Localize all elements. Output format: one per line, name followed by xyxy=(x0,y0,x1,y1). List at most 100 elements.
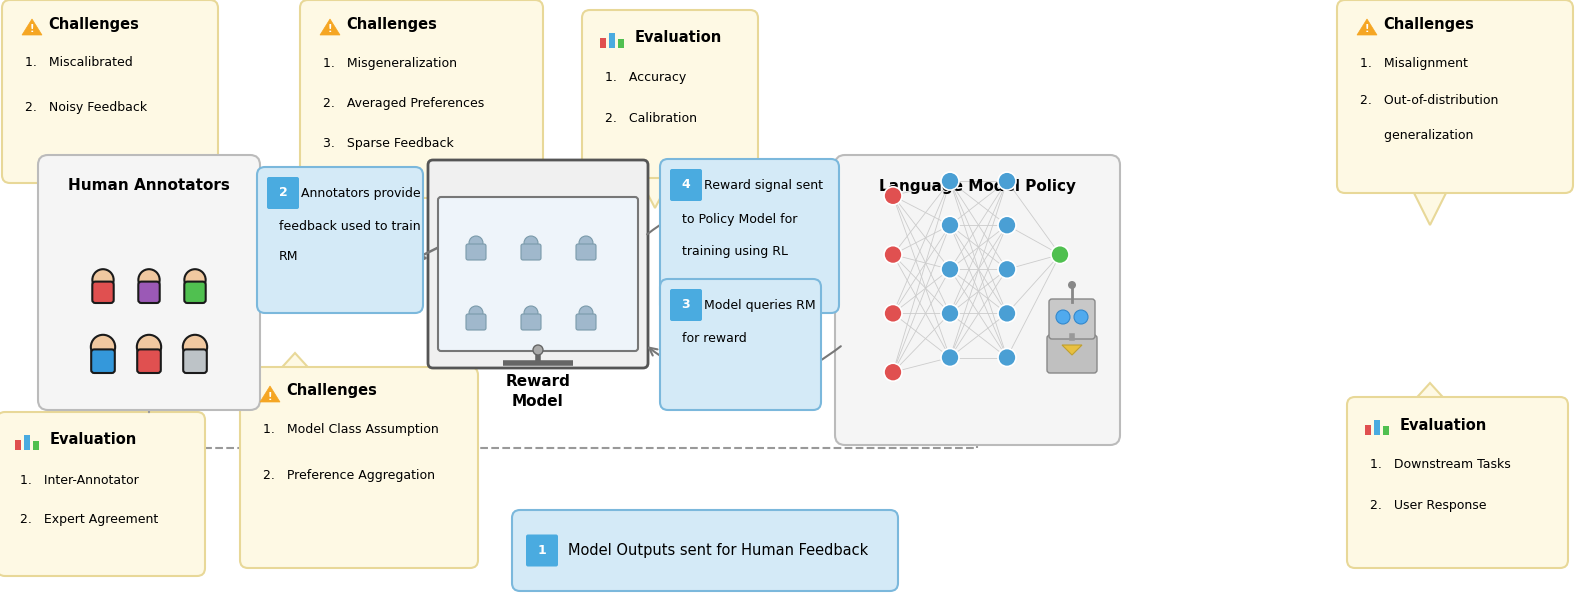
Text: 1.   Misalignment: 1. Misalignment xyxy=(1360,56,1468,69)
FancyBboxPatch shape xyxy=(38,155,260,410)
Circle shape xyxy=(940,260,959,278)
Bar xyxy=(24,435,30,450)
Circle shape xyxy=(997,349,1016,367)
Text: for reward: for reward xyxy=(682,332,746,346)
Polygon shape xyxy=(1411,383,1450,405)
Text: 3: 3 xyxy=(682,298,690,312)
Text: 1.   Accuracy: 1. Accuracy xyxy=(604,72,686,84)
FancyBboxPatch shape xyxy=(240,367,478,568)
Text: 2.   User Response: 2. User Response xyxy=(1370,499,1486,511)
FancyBboxPatch shape xyxy=(671,169,702,201)
Circle shape xyxy=(469,306,483,320)
Text: Challenges: Challenges xyxy=(346,17,437,32)
Polygon shape xyxy=(1411,185,1450,225)
Text: 3.   Sparse Feedback: 3. Sparse Feedback xyxy=(323,136,454,150)
Circle shape xyxy=(1068,281,1076,289)
Text: 1.   Downstream Tasks: 1. Downstream Tasks xyxy=(1370,459,1510,471)
FancyBboxPatch shape xyxy=(92,282,114,303)
Text: 2.   Averaged Preferences: 2. Averaged Preferences xyxy=(323,96,484,109)
Circle shape xyxy=(884,187,903,205)
FancyBboxPatch shape xyxy=(521,244,541,260)
Text: 2.   Preference Aggregation: 2. Preference Aggregation xyxy=(264,468,436,481)
FancyBboxPatch shape xyxy=(2,0,218,183)
Text: 1: 1 xyxy=(538,544,546,557)
Polygon shape xyxy=(275,353,316,375)
Bar xyxy=(16,440,21,450)
FancyBboxPatch shape xyxy=(183,349,207,373)
Polygon shape xyxy=(260,386,279,402)
Circle shape xyxy=(185,269,205,291)
FancyBboxPatch shape xyxy=(0,412,205,576)
Text: !: ! xyxy=(268,392,273,401)
Text: 2.   Noisy Feedback: 2. Noisy Feedback xyxy=(25,102,147,114)
Text: Human Annotators: Human Annotators xyxy=(68,178,230,193)
Text: 2.   Expert Agreement: 2. Expert Agreement xyxy=(21,514,158,526)
Circle shape xyxy=(940,172,959,190)
Text: 2.   Calibration: 2. Calibration xyxy=(604,111,697,124)
Text: Annotators provide: Annotators provide xyxy=(301,187,421,200)
FancyBboxPatch shape xyxy=(660,159,839,313)
FancyBboxPatch shape xyxy=(1046,335,1097,373)
Text: 4: 4 xyxy=(682,178,690,191)
Bar xyxy=(33,441,39,450)
FancyBboxPatch shape xyxy=(582,10,757,178)
Text: feedback used to train: feedback used to train xyxy=(279,221,421,233)
Text: 2.   Out-of-distribution: 2. Out-of-distribution xyxy=(1360,94,1499,108)
Polygon shape xyxy=(320,19,339,35)
Circle shape xyxy=(997,260,1016,278)
Circle shape xyxy=(940,216,959,234)
Text: generalization: generalization xyxy=(1360,130,1474,142)
Circle shape xyxy=(139,269,159,291)
FancyBboxPatch shape xyxy=(511,510,898,591)
Circle shape xyxy=(1051,246,1068,264)
Text: to Policy Model for: to Policy Model for xyxy=(682,212,797,225)
Circle shape xyxy=(579,236,593,250)
FancyBboxPatch shape xyxy=(1337,0,1573,193)
Bar xyxy=(1382,426,1389,435)
Polygon shape xyxy=(634,170,675,208)
FancyBboxPatch shape xyxy=(1049,299,1095,339)
Text: Reward: Reward xyxy=(505,374,570,389)
Polygon shape xyxy=(376,190,415,230)
Circle shape xyxy=(997,304,1016,322)
FancyBboxPatch shape xyxy=(267,177,298,209)
FancyBboxPatch shape xyxy=(428,160,649,368)
Circle shape xyxy=(533,345,543,355)
FancyBboxPatch shape xyxy=(835,155,1120,445)
Circle shape xyxy=(183,335,207,359)
Text: training using RL: training using RL xyxy=(682,246,787,258)
Text: Model Outputs sent for Human Feedback: Model Outputs sent for Human Feedback xyxy=(568,543,868,558)
FancyBboxPatch shape xyxy=(300,0,543,198)
Polygon shape xyxy=(1357,19,1378,35)
FancyBboxPatch shape xyxy=(92,349,115,373)
FancyBboxPatch shape xyxy=(521,314,541,330)
Circle shape xyxy=(884,304,903,322)
Text: !: ! xyxy=(328,25,333,35)
FancyBboxPatch shape xyxy=(137,349,161,373)
Circle shape xyxy=(940,304,959,322)
Text: Challenges: Challenges xyxy=(1382,17,1474,32)
Circle shape xyxy=(469,236,483,250)
Circle shape xyxy=(1056,310,1070,324)
FancyBboxPatch shape xyxy=(185,282,205,303)
Circle shape xyxy=(997,172,1016,190)
Circle shape xyxy=(884,363,903,381)
Bar xyxy=(609,33,615,48)
Polygon shape xyxy=(1062,345,1083,355)
FancyBboxPatch shape xyxy=(1348,397,1569,568)
Bar xyxy=(600,38,606,48)
FancyBboxPatch shape xyxy=(439,197,638,351)
Text: Reward signal sent: Reward signal sent xyxy=(704,178,824,191)
Polygon shape xyxy=(76,388,115,420)
Circle shape xyxy=(92,335,115,359)
Circle shape xyxy=(940,349,959,367)
Text: Model queries RM: Model queries RM xyxy=(704,298,816,312)
FancyBboxPatch shape xyxy=(525,535,559,566)
Text: 1.   Model Class Assumption: 1. Model Class Assumption xyxy=(264,423,439,437)
FancyBboxPatch shape xyxy=(466,314,486,330)
Circle shape xyxy=(997,216,1016,234)
Circle shape xyxy=(884,246,903,264)
Text: Evaluation: Evaluation xyxy=(50,432,137,447)
Text: 1.   Miscalibrated: 1. Miscalibrated xyxy=(25,56,133,69)
Circle shape xyxy=(93,269,114,291)
